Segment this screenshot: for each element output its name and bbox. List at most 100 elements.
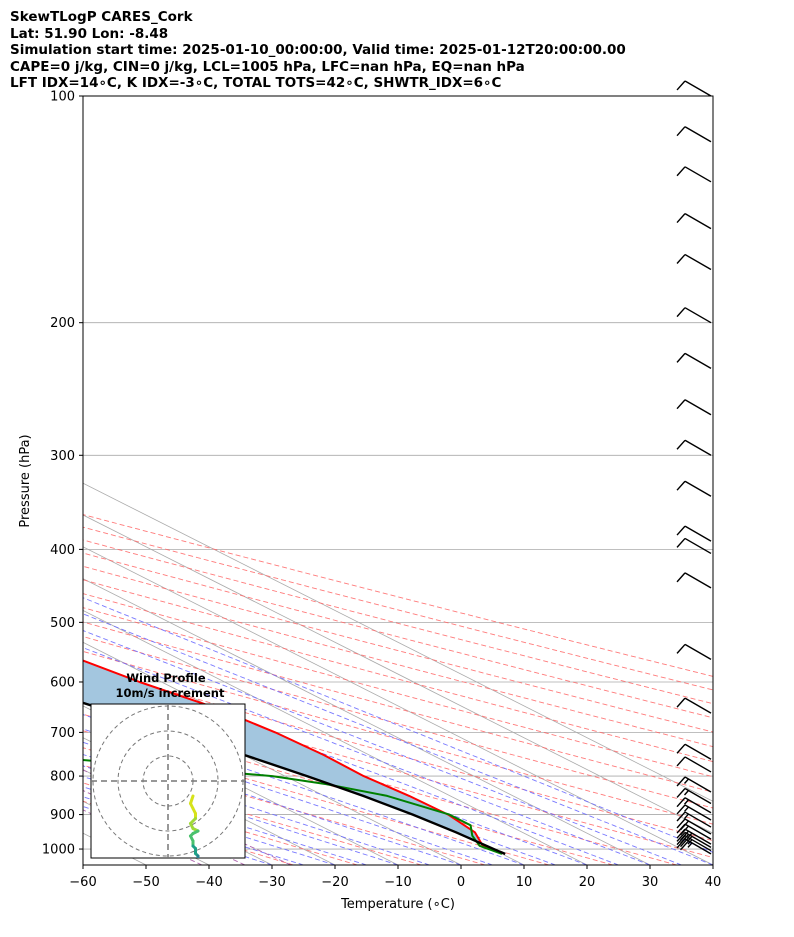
wind-barb [676,80,712,97]
x-tick-label: −30 [258,875,285,890]
wind-barb [676,166,712,183]
barb-staff [684,352,712,370]
barb-staff [684,307,712,324]
barb-flag [676,811,686,822]
wind-barb [676,818,712,835]
barb-staff [684,804,712,821]
wind-barb [676,804,712,821]
y-tick-label: 900 [50,808,75,823]
y-tick-label: 600 [50,675,75,690]
wind-barb [676,352,712,370]
wind-barb [676,212,712,230]
location-line: Lat: 51.90 Lon: -8.48 [10,25,169,42]
barb-flag [679,837,690,848]
barb-staff [684,828,712,845]
hodograph-segment [173,874,176,877]
x-tick-label: −20 [321,875,348,890]
wind-barb [676,399,712,416]
barb-staff [684,439,712,456]
barb-flag [676,525,686,536]
barb-flag [676,643,686,654]
barb-flag [676,697,686,708]
barb-flag [676,743,686,754]
isotherm-line [83,482,713,802]
barb-flag [676,254,686,264]
barb-staff [684,126,712,143]
barb-half-flag [683,806,690,812]
wind-barb [676,525,712,542]
x-axis-label: Temperature (∘C) [340,897,455,912]
hodograph-segment [178,881,183,884]
moist-adiabat [83,613,713,865]
barb-staff [684,818,712,835]
barb-staff [684,80,712,97]
cin-shading [83,660,506,854]
hodograph-subtitle: 10m/s increment [116,686,225,700]
barb-flag [676,126,686,137]
barb-half-flag [683,799,690,805]
dry-adiabat [83,621,713,793]
wind-barb [676,697,712,714]
y-tick-label: 400 [50,543,75,558]
hodograph-segment [183,884,188,887]
dry-adiabat [83,636,713,809]
dewpoint-profile [83,758,503,855]
hodograph-plot [91,704,245,887]
barb-flag [676,572,686,583]
hodograph-segment [193,866,196,871]
barb-flag [676,776,686,787]
dry-adiabat [83,730,550,865]
barb-flag [676,307,686,318]
dry-adiabat [83,579,713,748]
wind-barb [676,572,712,589]
barb-flag [676,756,686,767]
barb-staff [684,166,712,183]
isotherm-line [83,514,713,834]
y-tick-label: 500 [50,616,75,631]
wind-barb [676,811,712,828]
barb-staff [684,776,712,793]
isotherm-line [0,96,20,865]
barb-staff [684,697,712,714]
barb-half-flag [683,790,690,796]
hodograph-segment [171,871,174,874]
barb-half-flag [687,835,693,842]
wind-barb [676,756,712,773]
dry-adiabat [83,565,713,733]
barb-half-flag [687,842,693,848]
dry-adiabat [83,514,713,677]
barb-staff [684,831,712,849]
wind-barb [676,743,712,760]
y-tick-label: 800 [50,770,75,785]
barb-staff [684,525,712,542]
time-line: Simulation start time: 2025-01-10_00:00:… [10,42,626,59]
barb-staff [684,787,712,805]
barb-flag [676,788,686,798]
x-tick-label: 20 [579,875,596,890]
barb-flag [679,840,690,851]
chart-title: SkewTLogP CARES_Cork [10,9,193,25]
barb-flag [676,804,686,815]
wind-barb [676,797,712,814]
barb-flag [676,537,686,548]
isotherm-line [83,864,84,865]
barb-staff [684,811,712,828]
moist-adiabat [83,630,682,865]
barb-half-flag [687,839,693,845]
dry-adiabat [83,697,677,865]
isotherm-line [83,546,713,865]
moist-adiabat [83,741,462,865]
barb-flag [676,399,686,410]
wind-barbs [676,80,712,855]
moist-adiabat [83,714,525,865]
wind-barb [676,537,712,555]
y-axis-label: Pressure (hPa) [18,434,33,527]
y-tick-label: 700 [50,726,75,741]
barb-flag [679,830,690,841]
barb-flag [679,825,690,836]
barb-flag [676,80,686,91]
wind-barb [676,126,712,143]
barb-staff [684,838,712,855]
barb-flag [676,439,686,450]
barb-staff [684,797,712,814]
